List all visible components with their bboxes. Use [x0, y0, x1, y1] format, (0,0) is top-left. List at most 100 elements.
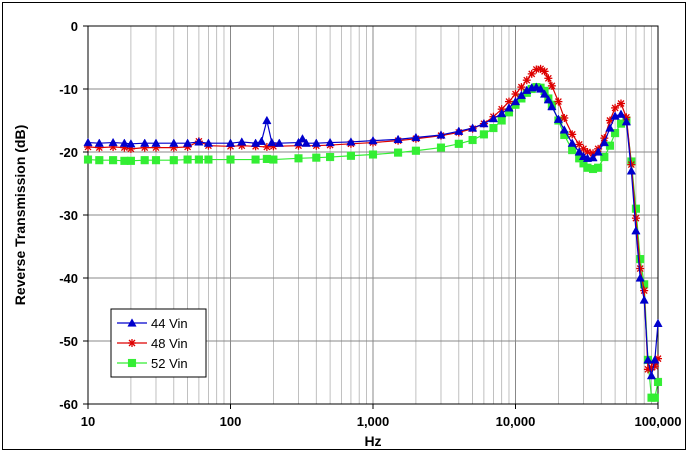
data-point	[574, 147, 584, 156]
data-point	[488, 113, 499, 123]
data-point	[617, 99, 626, 108]
data-point	[83, 155, 93, 164]
data-point	[325, 137, 335, 147]
data-point	[650, 355, 660, 364]
data-point	[540, 67, 549, 76]
data-point	[646, 370, 657, 380]
data-point	[94, 138, 104, 147]
data-point	[119, 138, 130, 147]
data-point	[267, 137, 277, 147]
data-point	[269, 155, 278, 164]
data-point	[140, 138, 150, 147]
data-point	[653, 377, 663, 386]
x-tick-label: 1,000	[357, 414, 390, 429]
data-point	[262, 115, 272, 125]
legend-marker	[127, 318, 137, 327]
data-point	[294, 154, 303, 163]
data-point	[636, 264, 645, 273]
data-point	[169, 138, 179, 147]
data-point	[393, 134, 403, 144]
data-point	[600, 152, 609, 162]
data-point	[504, 103, 514, 112]
data-point	[489, 124, 498, 133]
data-point	[539, 89, 550, 98]
data-point	[639, 295, 649, 304]
data-point	[560, 113, 569, 122]
data-point	[643, 355, 653, 364]
data-point	[627, 160, 636, 169]
data-point	[151, 156, 161, 165]
data-point	[411, 132, 421, 142]
data-point	[497, 108, 507, 118]
data-point	[544, 74, 553, 83]
data-point	[467, 123, 478, 132]
data-point	[83, 137, 93, 147]
data-point	[454, 126, 464, 135]
data-point	[631, 226, 641, 235]
data-point	[547, 81, 556, 90]
x-tick-label: 10	[81, 414, 95, 429]
data-point	[543, 94, 553, 104]
data-point	[626, 166, 636, 175]
data-point	[95, 156, 104, 165]
data-point	[311, 138, 321, 147]
chart-frame: 10 100 1,000 10,000 100,000 0 -10 -20 -30 -40 -50 -…	[2, 2, 686, 450]
data-point	[568, 130, 577, 139]
data-point	[346, 151, 355, 160]
data-point	[635, 273, 645, 282]
data-point	[479, 130, 488, 139]
legend-marker	[128, 339, 136, 347]
data-point	[436, 143, 446, 152]
y-tick-label: 0	[71, 19, 78, 34]
data-point	[204, 155, 213, 164]
data-point	[511, 90, 520, 99]
data-point	[468, 135, 477, 145]
data-point	[301, 138, 311, 147]
data-point	[297, 134, 308, 143]
data-point	[553, 114, 564, 123]
legend-label: 44 Vin	[151, 316, 188, 331]
x-tick-label: 100,000	[635, 414, 682, 429]
data-point	[517, 83, 526, 92]
y-tick-label: -10	[59, 82, 78, 97]
x-axis-title: Hz	[364, 433, 381, 449]
data-point	[126, 139, 136, 148]
data-point	[251, 155, 260, 164]
x-tick-label: 10,000	[496, 414, 536, 429]
data-point	[547, 101, 557, 111]
legend-marker	[127, 358, 137, 368]
data-point	[594, 163, 603, 172]
data-point	[183, 155, 192, 164]
y-tick-label: -30	[59, 208, 78, 223]
line-chart: 10 100 1,000 10,000 100,000 0 -10 -20 -30 -40 -50 -…	[12, 19, 682, 449]
series-line-1	[87, 86, 659, 376]
y-tick-label: -60	[59, 397, 78, 412]
data-point	[583, 148, 592, 156]
data-point	[497, 116, 506, 125]
data-point	[203, 138, 214, 147]
data-point	[312, 153, 321, 162]
data-point	[274, 138, 284, 147]
legend-label: 52 Vin	[151, 356, 188, 371]
data-point	[126, 156, 135, 165]
data-point	[368, 135, 378, 145]
data-point	[599, 137, 609, 147]
data-point	[588, 152, 598, 162]
data-point	[567, 138, 577, 147]
data-point	[256, 136, 267, 145]
data-point	[436, 130, 446, 139]
data-point	[631, 214, 640, 223]
y-tick-label: -40	[59, 271, 78, 286]
data-point	[182, 138, 193, 147]
data-point	[516, 90, 527, 99]
data-point	[411, 146, 420, 155]
y-tick-label: -20	[59, 145, 78, 160]
data-point	[621, 117, 632, 126]
data-point	[510, 96, 521, 106]
data-point	[616, 109, 626, 118]
data-point	[226, 155, 235, 164]
data-point	[611, 103, 620, 112]
data-point	[237, 137, 247, 146]
data-point	[454, 139, 463, 148]
data-point	[109, 156, 118, 165]
